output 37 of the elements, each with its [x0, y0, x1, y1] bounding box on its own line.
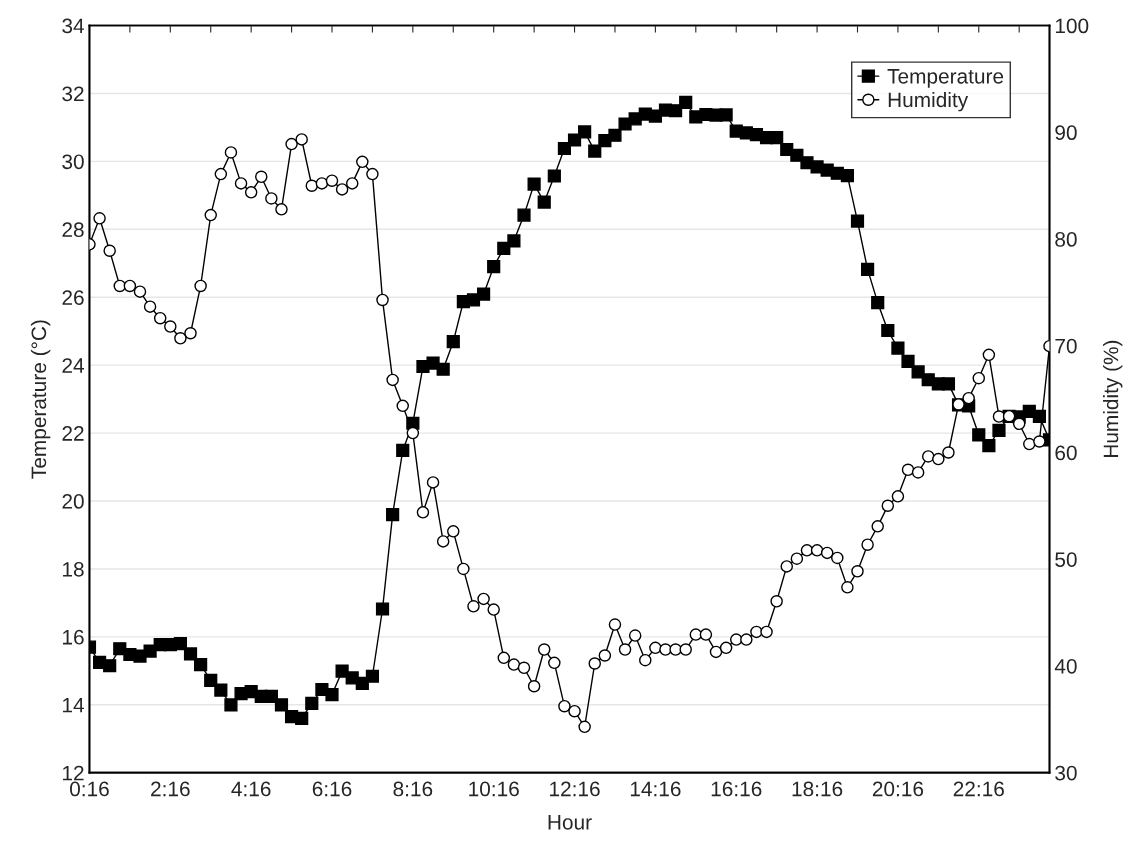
- x-tick-label: 12:16: [550, 781, 600, 797]
- y-tick-label: 14: [63, 698, 84, 713]
- x-tick-label: 2:16: [151, 781, 190, 797]
- y-tick-label: 34: [62, 18, 84, 34]
- x-tick-label: 0:16: [70, 781, 109, 797]
- y2-tick-label: 80: [1055, 232, 1077, 247]
- y2-tick-label: 50: [1055, 552, 1077, 567]
- y2-axis-title: Humidity (%): [1103, 340, 1123, 458]
- x-tick-label: 14:16: [630, 781, 681, 797]
- y-tick-label: 18: [63, 561, 84, 577]
- y2-tick-label: 70: [1055, 338, 1077, 354]
- x-tick-label: 16:16: [711, 781, 762, 797]
- legend-label: Temperature: [887, 69, 1004, 88]
- y-tick-label: 22: [62, 426, 84, 441]
- x-tick-label: 22:16: [953, 781, 1004, 797]
- x-tick-label: 10:16: [469, 781, 519, 797]
- y2-tick-label: 40: [1054, 658, 1077, 674]
- x-tick-label: 4:16: [231, 781, 271, 797]
- y2-tick-label: 100: [1055, 18, 1089, 34]
- y2-tick-label: 90: [1055, 125, 1077, 141]
- y-tick-label: 26: [62, 290, 84, 305]
- legend-label: Humidity: [888, 91, 969, 112]
- x-tick-label: 6:16: [312, 781, 352, 797]
- x-tick-label: 8:16: [393, 781, 433, 797]
- y-tick-label: 12: [63, 765, 84, 781]
- y-axis-title: Temperature (°C): [30, 320, 51, 479]
- y2-tick-label: 60: [1055, 445, 1077, 461]
- x-axis-title: Hour: [548, 815, 592, 830]
- y-tick-label: 28: [62, 222, 84, 238]
- y-tick-label: 16: [63, 629, 84, 645]
- y-tick-label: 20: [62, 494, 84, 509]
- x-tick-label: 20:16: [872, 781, 924, 797]
- y-tick-label: 30: [62, 154, 84, 170]
- x-tick-label: 18:16: [792, 781, 843, 797]
- y-tick-label: 24: [62, 358, 84, 373]
- y2-tick-label: 30: [1055, 765, 1077, 781]
- y-tick-label: 32: [62, 86, 84, 102]
